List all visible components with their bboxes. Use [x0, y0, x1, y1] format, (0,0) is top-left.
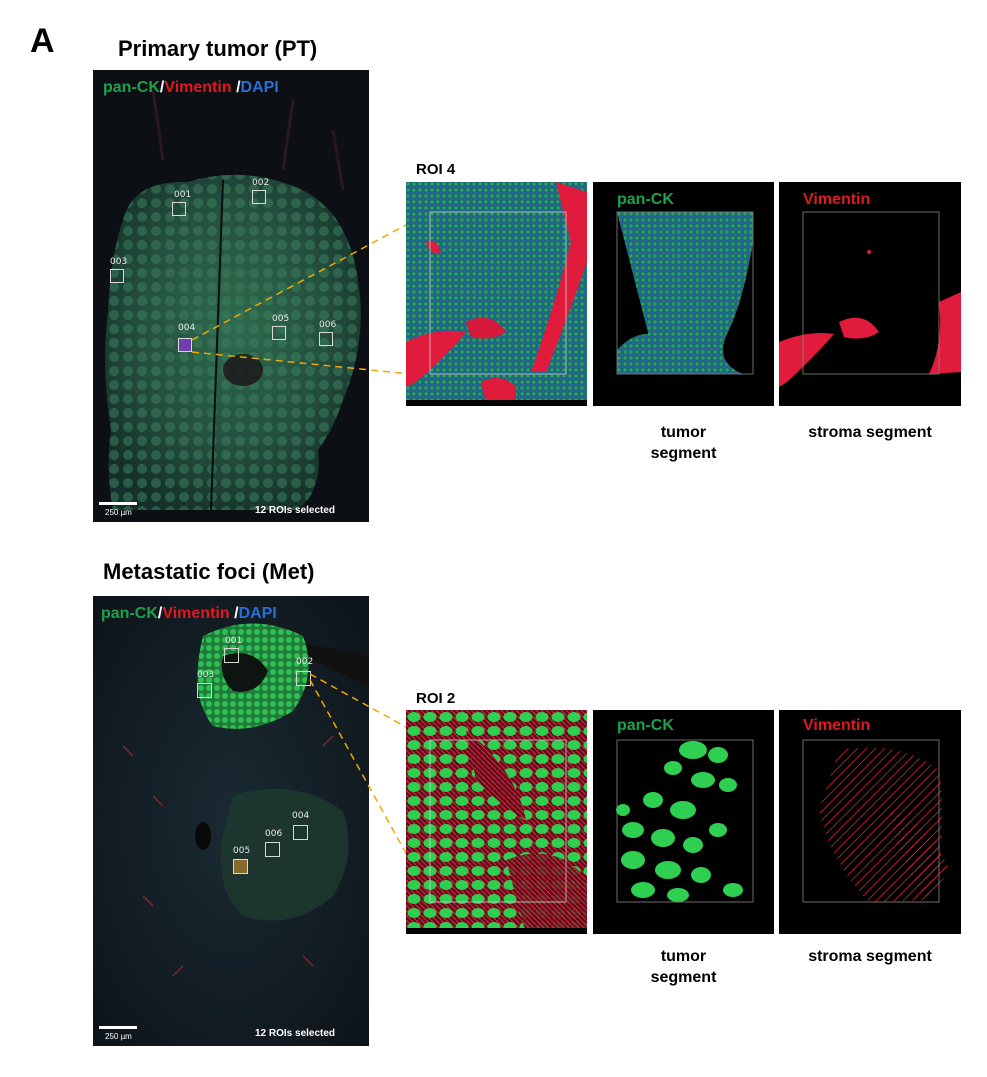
pt-zoom-tag-pan-ck: pan-CK — [617, 191, 674, 208]
primary-roi-title: ROI 4 — [416, 161, 456, 178]
met-zoom-tag-vimentin: Vimentin — [803, 717, 871, 734]
primary-roi-composite — [406, 182, 587, 406]
metastatic-roi-vimentin — [779, 710, 961, 934]
legend-pan-ck: pan-CK — [101, 605, 158, 622]
primary-stain-legend: pan-CK/Vimentin /DAPI — [103, 79, 279, 97]
metastatic-roi-composite-graphic — [406, 710, 587, 934]
roi-box-selected[interactable] — [296, 671, 311, 686]
metastatic-tissue-image — [93, 596, 369, 1046]
roi-count: 12 ROIs selected — [255, 505, 336, 516]
primary-tissue-image — [93, 70, 369, 522]
panel-label: A — [30, 22, 55, 60]
legend-pan-ck: pan-CK — [103, 79, 160, 96]
metastatic-tissue-graphic — [93, 596, 369, 1046]
roi-label: 002 — [252, 178, 270, 188]
legend-vimentin: Vimentin — [162, 605, 230, 622]
metastatic-roi-vimentin-graphic — [779, 710, 961, 934]
roi-box[interactable] — [319, 332, 333, 346]
roi-box[interactable] — [172, 202, 186, 216]
roi-box-selected[interactable] — [178, 338, 192, 352]
scale-label: 250 µm — [105, 508, 132, 517]
roi-box[interactable] — [252, 190, 266, 204]
roi-label: 002 — [296, 657, 314, 667]
roi-label: 001 — [174, 190, 192, 200]
roi-box[interactable] — [272, 326, 286, 340]
metastatic-title: Metastatic foci (Met) — [103, 559, 315, 584]
legend-dapi: DAPI — [238, 605, 277, 622]
met-caption-stroma: stroma segment — [808, 948, 932, 965]
legend-slash: / — [231, 79, 241, 96]
metastatic-roi-title: ROI 2 — [416, 690, 456, 707]
primary-roi-vimentin — [779, 182, 961, 406]
roi-count: 12 ROIs selected — [255, 1028, 336, 1039]
metastatic-roi-pan-ck-graphic — [593, 710, 774, 934]
roi-box[interactable] — [265, 842, 280, 857]
legend-slash: / — [229, 605, 239, 622]
roi-label: 004 — [292, 811, 310, 821]
roi-box[interactable] — [110, 269, 124, 283]
met-caption-tumor: tumor segment — [650, 948, 717, 986]
roi-box[interactable] — [233, 859, 248, 874]
roi-label: 006 — [265, 829, 283, 839]
roi-label: 003 — [197, 670, 215, 680]
pt-caption-stroma: stroma segment — [808, 424, 932, 441]
roi-label: 004 — [178, 323, 196, 333]
roi-label: 006 — [319, 320, 337, 330]
metastatic-roi-composite — [406, 710, 587, 934]
roi-label: 001 — [225, 636, 243, 646]
metastatic-roi-pan-ck — [593, 710, 774, 934]
legend-slash: / — [159, 79, 165, 96]
pt-zoom-tag-vimentin: Vimentin — [803, 191, 871, 208]
pt-caption-tumor: tumor segment — [650, 424, 717, 462]
roi-box[interactable] — [197, 683, 212, 698]
roi-box[interactable] — [293, 825, 308, 840]
scale-bar — [99, 1026, 137, 1029]
roi-label: 005 — [272, 314, 290, 324]
roi-box[interactable] — [224, 648, 239, 663]
primary-roi-pan-ck — [593, 182, 774, 406]
legend-vimentin: Vimentin — [164, 79, 232, 96]
scale-label: 250 µm — [105, 1032, 132, 1041]
primary-tissue-graphic — [93, 70, 369, 522]
primary-roi-composite-graphic — [406, 182, 587, 406]
primary-roi-vimentin-graphic — [779, 182, 961, 406]
legend-slash: / — [157, 605, 163, 622]
metastatic-stain-legend: pan-CK/Vimentin /DAPI — [101, 605, 277, 623]
roi-label: 005 — [233, 846, 251, 856]
primary-title: Primary tumor (PT) — [118, 36, 318, 61]
primary-roi-pan-ck-graphic — [593, 182, 774, 406]
scale-bar — [99, 502, 137, 505]
legend-dapi: DAPI — [240, 79, 279, 96]
roi-label: 003 — [110, 257, 128, 267]
met-zoom-tag-pan-ck: pan-CK — [617, 717, 674, 734]
